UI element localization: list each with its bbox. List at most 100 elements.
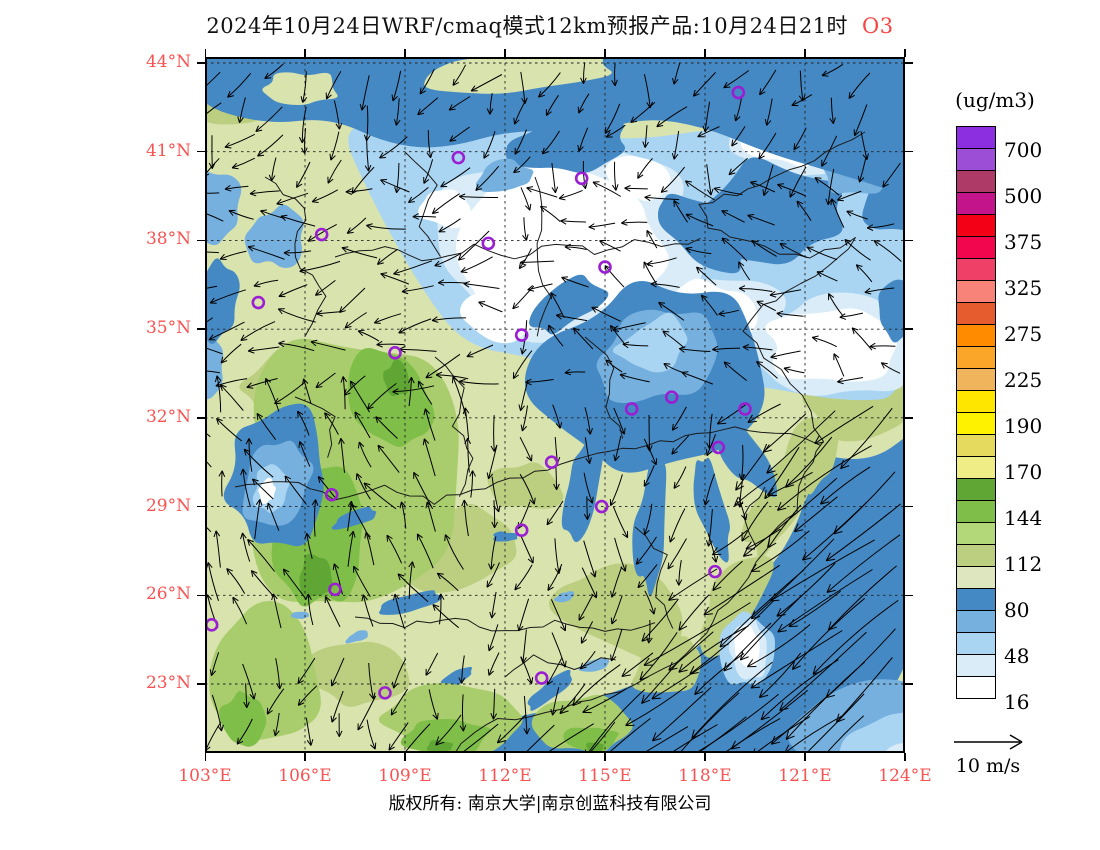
colorbar-label: 275 [1004, 322, 1043, 346]
wind-arrow-head [826, 558, 836, 562]
wind-arrow [622, 343, 649, 347]
wind-arrow-head [513, 117, 516, 125]
colorbar-block [956, 346, 996, 369]
x-tick-top [704, 49, 706, 57]
wind-arrow [685, 180, 715, 201]
wind-arrow [828, 565, 897, 631]
wind-arrow-head [556, 483, 560, 491]
wind-arrow-head [475, 184, 479, 191]
wind-arrow [673, 62, 681, 85]
wind-arrow-head [673, 481, 676, 489]
wind-arrow-head [630, 116, 635, 123]
wind-arrow [226, 568, 246, 594]
wind-arrow-head [380, 179, 386, 186]
wind-arrow-head [401, 291, 409, 295]
wind-arrow [712, 347, 741, 351]
wind-arrow-head [839, 313, 846, 318]
wind-arrow [643, 73, 651, 109]
wind-arrow [324, 412, 339, 435]
wind-arrow-head [520, 262, 527, 266]
wind-arrow-head [209, 669, 212, 676]
wind-arrow-head [758, 152, 761, 159]
wind-arrow-head [299, 270, 307, 274]
wind-arrow-head [759, 88, 762, 95]
wind-arrow-head [652, 738, 662, 742]
wind-arrow [681, 371, 713, 385]
wind-arrow-head [253, 285, 261, 288]
wind-arrow [588, 222, 616, 228]
wind-arrow [342, 376, 346, 410]
wind-arrow-head [802, 551, 807, 561]
wind-arrow [609, 325, 626, 345]
wind-arrow-head [221, 724, 224, 732]
wind-arrow-head [610, 590, 613, 598]
wind-arrow [630, 102, 656, 123]
wind-arrow-head [540, 205, 547, 208]
wind-arrow-head [658, 302, 663, 309]
wind-arrow-head [572, 701, 582, 707]
wind-arrow-head [728, 172, 736, 176]
wind-arrow-head [256, 413, 263, 418]
wind-arrow [689, 599, 775, 675]
wind-arrow-head [276, 203, 284, 206]
wind-arrow [644, 503, 653, 535]
wind-arrow-head [408, 201, 415, 203]
wind-arrow [545, 95, 559, 116]
wind-arrow [393, 658, 407, 689]
wind-arrow-head [272, 593, 278, 600]
wind-arrow [731, 126, 746, 147]
wind-arrow [721, 210, 745, 223]
wind-arrow [660, 166, 685, 193]
wind-arrow-head [717, 422, 727, 425]
wind-arrow-head [422, 438, 425, 446]
wind-arrow [490, 536, 497, 570]
wind-arrow [637, 564, 658, 589]
wind-arrow-head [735, 485, 744, 491]
city-marker [731, 85, 746, 100]
wind-arrow-head [555, 314, 562, 320]
wind-arrow [333, 100, 340, 130]
wind-arrow-head [718, 310, 725, 315]
wind-arrow-head [246, 386, 254, 389]
wind-arrow [756, 300, 776, 312]
wind-arrow-head [656, 125, 664, 128]
wind-arrow-head [362, 594, 368, 601]
wind-arrow-head [864, 291, 872, 295]
wind-arrow-head [357, 441, 360, 449]
wind-arrow-head [435, 741, 445, 746]
wind-arrow [794, 496, 838, 533]
city-marker [598, 260, 612, 274]
blue-streak [529, 274, 609, 335]
colorbar-block [956, 676, 996, 699]
wind-arrow-head [297, 411, 299, 418]
y-tick-label: 41°N [145, 140, 191, 161]
wind-arrow [265, 378, 280, 412]
wind-arrow-head [653, 607, 656, 615]
wind-arrow-head [426, 152, 432, 159]
wind-arrow [358, 330, 380, 342]
wind-arrow-head [430, 151, 433, 158]
wind-arrow-head [770, 352, 776, 358]
wind-arrow [796, 200, 812, 221]
wind-arrow [526, 187, 558, 198]
wind-arrow [205, 347, 223, 355]
wind-arrow [551, 163, 556, 193]
wind-arrow [579, 650, 596, 670]
wind-arrow-head [267, 502, 274, 508]
wind-arrow [327, 159, 342, 184]
wind-arrow-head [333, 563, 340, 569]
y-tick [197, 328, 205, 330]
wind-arrow-head [752, 240, 759, 243]
wind-arrow-head [592, 496, 594, 504]
wind-arrow [256, 413, 277, 441]
wind-arrow [538, 72, 561, 98]
wind-arrow [216, 375, 222, 413]
wind-arrow-head [274, 730, 280, 737]
wind-arrow [231, 157, 256, 169]
wind-arrow-head [394, 186, 398, 193]
wind-arrow [488, 444, 498, 480]
wind-arrow [764, 446, 800, 499]
wind-arrow [464, 407, 470, 440]
wind-arrow-head [216, 417, 223, 422]
wind-arrow-head [513, 166, 517, 173]
